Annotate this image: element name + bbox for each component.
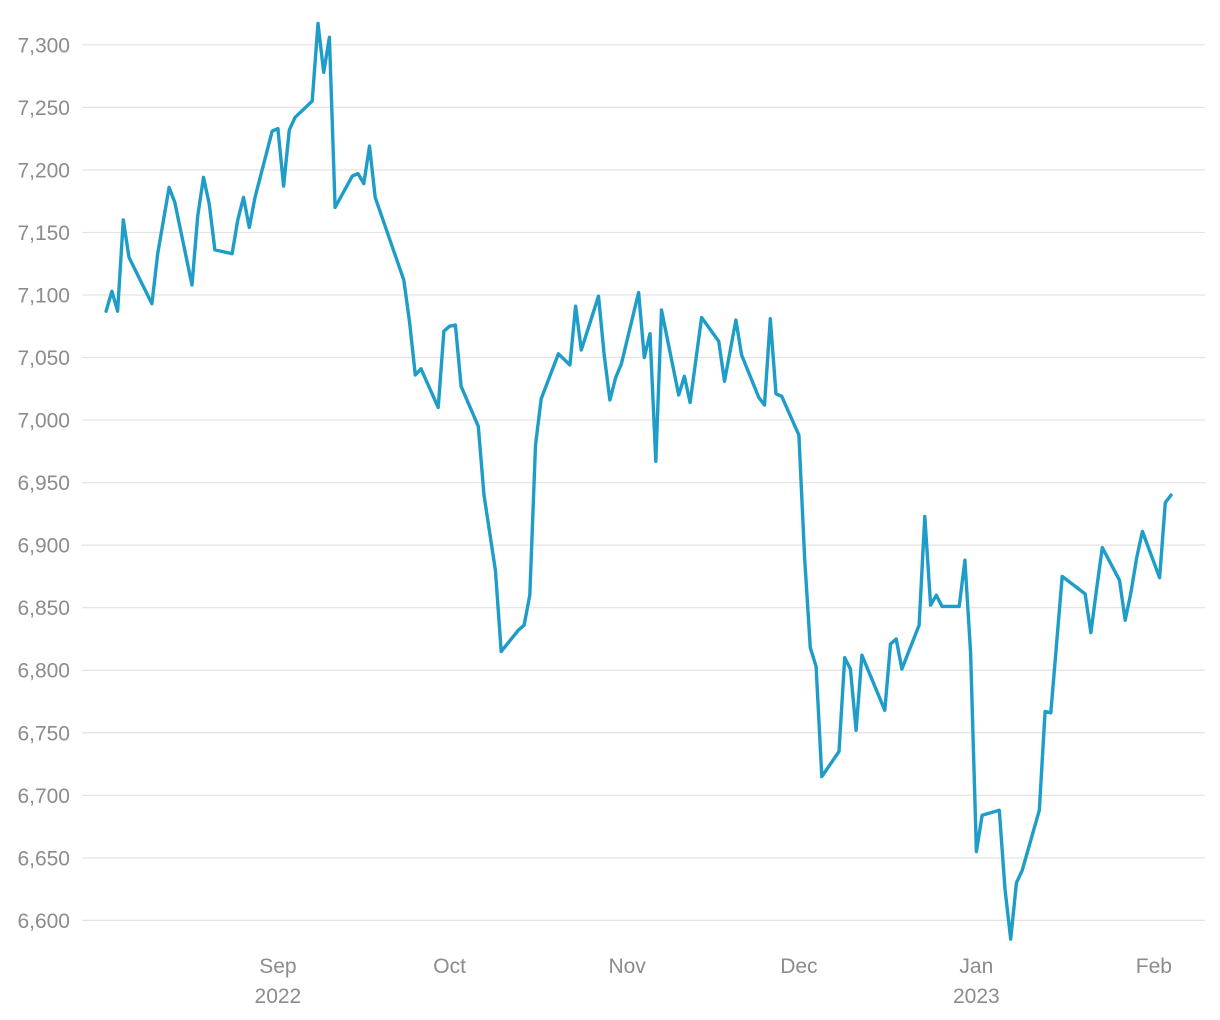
x-tick-label: Dec [780,955,817,978]
y-tick-label: 7,200 [17,159,70,182]
y-tick-label: 7,100 [17,284,70,307]
y-tick-label: 6,800 [17,660,70,683]
y-tick-label: 7,000 [17,410,70,433]
x-tick-label: Nov [608,955,646,978]
y-tick-label: 6,600 [17,910,70,933]
y-tick-label: 6,700 [17,785,70,808]
series-line [104,21,1173,941]
y-tick-label: 6,750 [17,722,70,745]
x-tick-label: Oct [433,955,466,978]
x-tick-label: Sep [259,955,296,978]
y-tick-label: 7,150 [17,222,70,245]
y-tick-label: 6,650 [17,847,70,870]
gridlines [82,44,1205,922]
y-tick-label: 7,050 [17,347,70,370]
x-tick-label: Feb [1136,955,1172,978]
y-tick-label: 6,900 [17,535,70,558]
x-axis: Sep 2022 Oct Nov Dec Jan 2023 Feb [255,955,1172,1008]
y-axis: 6,600 6,650 6,700 6,750 6,800 6,850 6,900 6,950… [17,34,70,933]
series-layer [104,21,1173,941]
x-tick-year-label: 2023 [953,985,1000,1008]
y-tick-label: 6,950 [17,472,70,495]
y-tick-label: 7,250 [17,97,70,120]
y-tick-label: 7,300 [17,34,70,57]
x-tick-label: Jan [959,955,993,978]
y-tick-label: 6,850 [17,597,70,620]
x-tick-year-label: 2022 [255,985,302,1008]
